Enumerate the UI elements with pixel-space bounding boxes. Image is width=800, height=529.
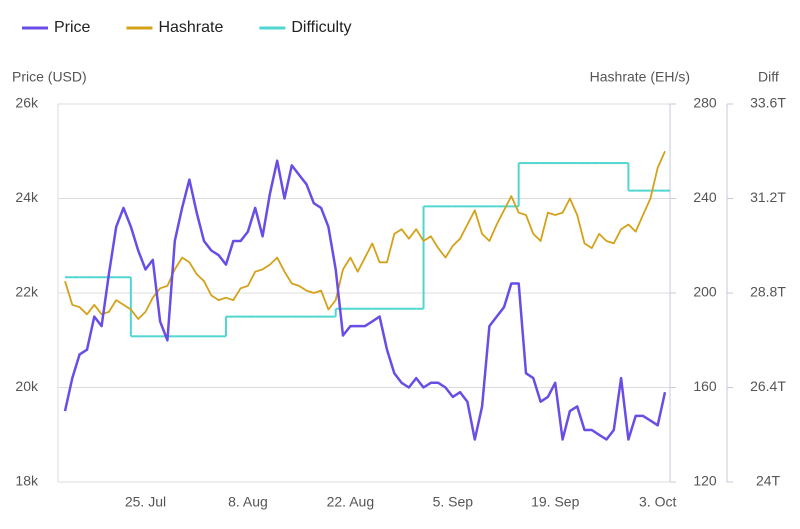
y2-tick-label: 120 <box>693 473 717 489</box>
y-tick-label: 22k <box>15 284 39 300</box>
x-tick-label: 3. Oct <box>639 494 676 510</box>
y-tick-label: 26k <box>15 95 39 111</box>
x-tick-label: 8. Aug <box>228 494 268 510</box>
series-line <box>63 159 667 441</box>
legend-label: Difficulty <box>291 19 351 36</box>
legend-label: Price <box>54 19 91 36</box>
y3-tick-label: 24T <box>756 473 781 489</box>
y2-tick-label: 280 <box>693 95 717 111</box>
y2-axis-title: Hashrate (EH/s) <box>590 69 690 85</box>
y-tick-label: 24k <box>15 189 39 205</box>
x-tick-label: 5. Sep <box>433 494 474 510</box>
y2-tick-label: 200 <box>693 284 717 300</box>
y3-tick-label: 31.2T <box>750 189 786 205</box>
x-tick-label: 25. Jul <box>125 494 166 510</box>
y-tick-label: 18k <box>15 473 39 489</box>
series-line <box>64 150 666 320</box>
y-axis-title: Price (USD) <box>12 69 87 85</box>
y3-tick-label: 28.8T <box>750 284 786 300</box>
x-tick-label: 22. Aug <box>327 494 375 510</box>
y3-tick-label: 33.6T <box>750 95 786 111</box>
y3-axis-title: Diff <box>758 69 779 85</box>
y2-tick-label: 160 <box>693 378 717 394</box>
x-tick-label: 19. Sep <box>531 494 579 510</box>
y-tick-label: 20k <box>15 378 39 394</box>
y3-tick-label: 26.4T <box>750 378 786 394</box>
legend-label: Hashrate <box>158 19 223 36</box>
y2-tick-label: 240 <box>693 189 717 205</box>
